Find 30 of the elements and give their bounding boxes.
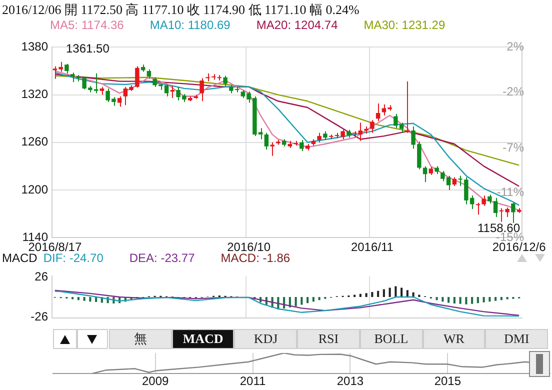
text: DEA: -23.77 xyxy=(129,251,195,265)
y2-tick-label: -11% xyxy=(496,185,524,200)
text: MA30: 1231.29 xyxy=(364,18,446,32)
x-tick-label: 2016/11 xyxy=(350,240,394,254)
y2-tick-label: -2% xyxy=(502,84,524,98)
text: MA20: 1204.74 xyxy=(256,18,338,32)
text: MACD xyxy=(172,329,234,349)
text: BOLL xyxy=(360,329,423,349)
x-tick-label: 2013 xyxy=(336,374,364,388)
x-tick-label: 2015 xyxy=(434,374,462,388)
y-tick-label: 1200 xyxy=(21,182,48,196)
text: 無 xyxy=(109,329,172,349)
y-tick-label: 26 xyxy=(34,269,48,284)
y-tick-label: 1260 xyxy=(21,134,48,149)
text: MA5: 1174.36 xyxy=(50,18,124,32)
annotation: 1361.50 xyxy=(66,42,110,56)
x-tick-label: 2016/12/6 xyxy=(492,240,546,254)
x-tick-label: 2011 xyxy=(240,374,266,388)
y2-tick-label: 2% xyxy=(506,40,524,54)
y-tick-label: 1380 xyxy=(21,40,48,54)
y-tick-label: -26 xyxy=(30,309,48,324)
y-tick-label: 1320 xyxy=(21,87,48,102)
x-tick-label: 2009 xyxy=(142,374,169,388)
text: RSI xyxy=(297,329,360,349)
text: WR xyxy=(422,329,486,349)
chart-title: 2016/12/06 開 1172.50 高 1177.10 收 1174.90 低 1171.10 幅 0.24% xyxy=(2,1,360,19)
y2-tick-label: -7% xyxy=(502,140,524,154)
text: MA10: 1180.69 xyxy=(150,18,230,32)
text: DMI xyxy=(485,329,548,349)
text: KDJ xyxy=(234,329,298,349)
